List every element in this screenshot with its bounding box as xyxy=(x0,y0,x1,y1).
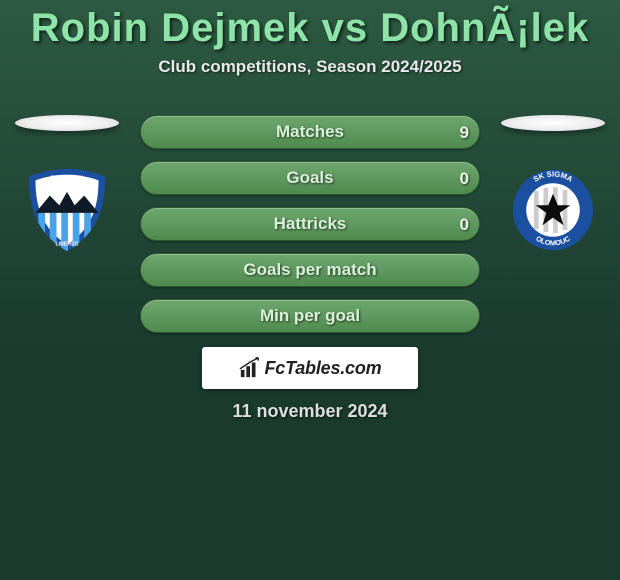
stat-row: Goals per match xyxy=(140,253,480,287)
stat-right-value: 0 xyxy=(460,208,469,242)
page-subtitle: Club competitions, Season 2024/2025 xyxy=(0,57,620,77)
stats-table: Matches 9 Goals 0 Hattricks 0 Goals per … xyxy=(140,115,480,333)
date-line: 11 november 2024 xyxy=(0,401,620,422)
stat-label: Goals xyxy=(286,168,333,188)
stat-label: Matches xyxy=(276,122,344,142)
stat-row: Goals 0 xyxy=(140,161,480,195)
stat-row: Hattricks 0 xyxy=(140,207,480,241)
stat-label: Goals per match xyxy=(243,260,376,280)
player-photo-right xyxy=(501,115,605,131)
stat-right-value: 9 xyxy=(460,116,469,150)
crest-text-top: FC SLOVAN xyxy=(51,175,84,181)
club-crest-left: FC SLOVAN LIBEREC xyxy=(19,167,115,253)
player-photo-left xyxy=(15,115,119,131)
stat-label: Min per goal xyxy=(260,306,360,326)
stat-row: Min per goal xyxy=(140,299,480,333)
club-crest-right: SK SIGMA OLOMOUC xyxy=(505,167,601,253)
right-column: SK SIGMA OLOMOUC xyxy=(498,115,608,253)
crest-text-bottom: LIBEREC xyxy=(55,241,78,247)
stat-right-value: 0 xyxy=(460,162,469,196)
bar-chart-icon xyxy=(239,357,261,379)
stat-row: Matches 9 xyxy=(140,115,480,149)
page-title: Robin Dejmek vs DohnÃ¡lek xyxy=(0,0,620,51)
stat-label: Hattricks xyxy=(274,214,347,234)
comparison-layout: FC SLOVAN LIBEREC Matches 9 Goals 0 Hatt… xyxy=(0,115,620,333)
brand-badge: FcTables.com xyxy=(202,347,418,389)
left-column: FC SLOVAN LIBEREC xyxy=(12,115,122,253)
brand-text: FcTables.com xyxy=(265,358,382,379)
